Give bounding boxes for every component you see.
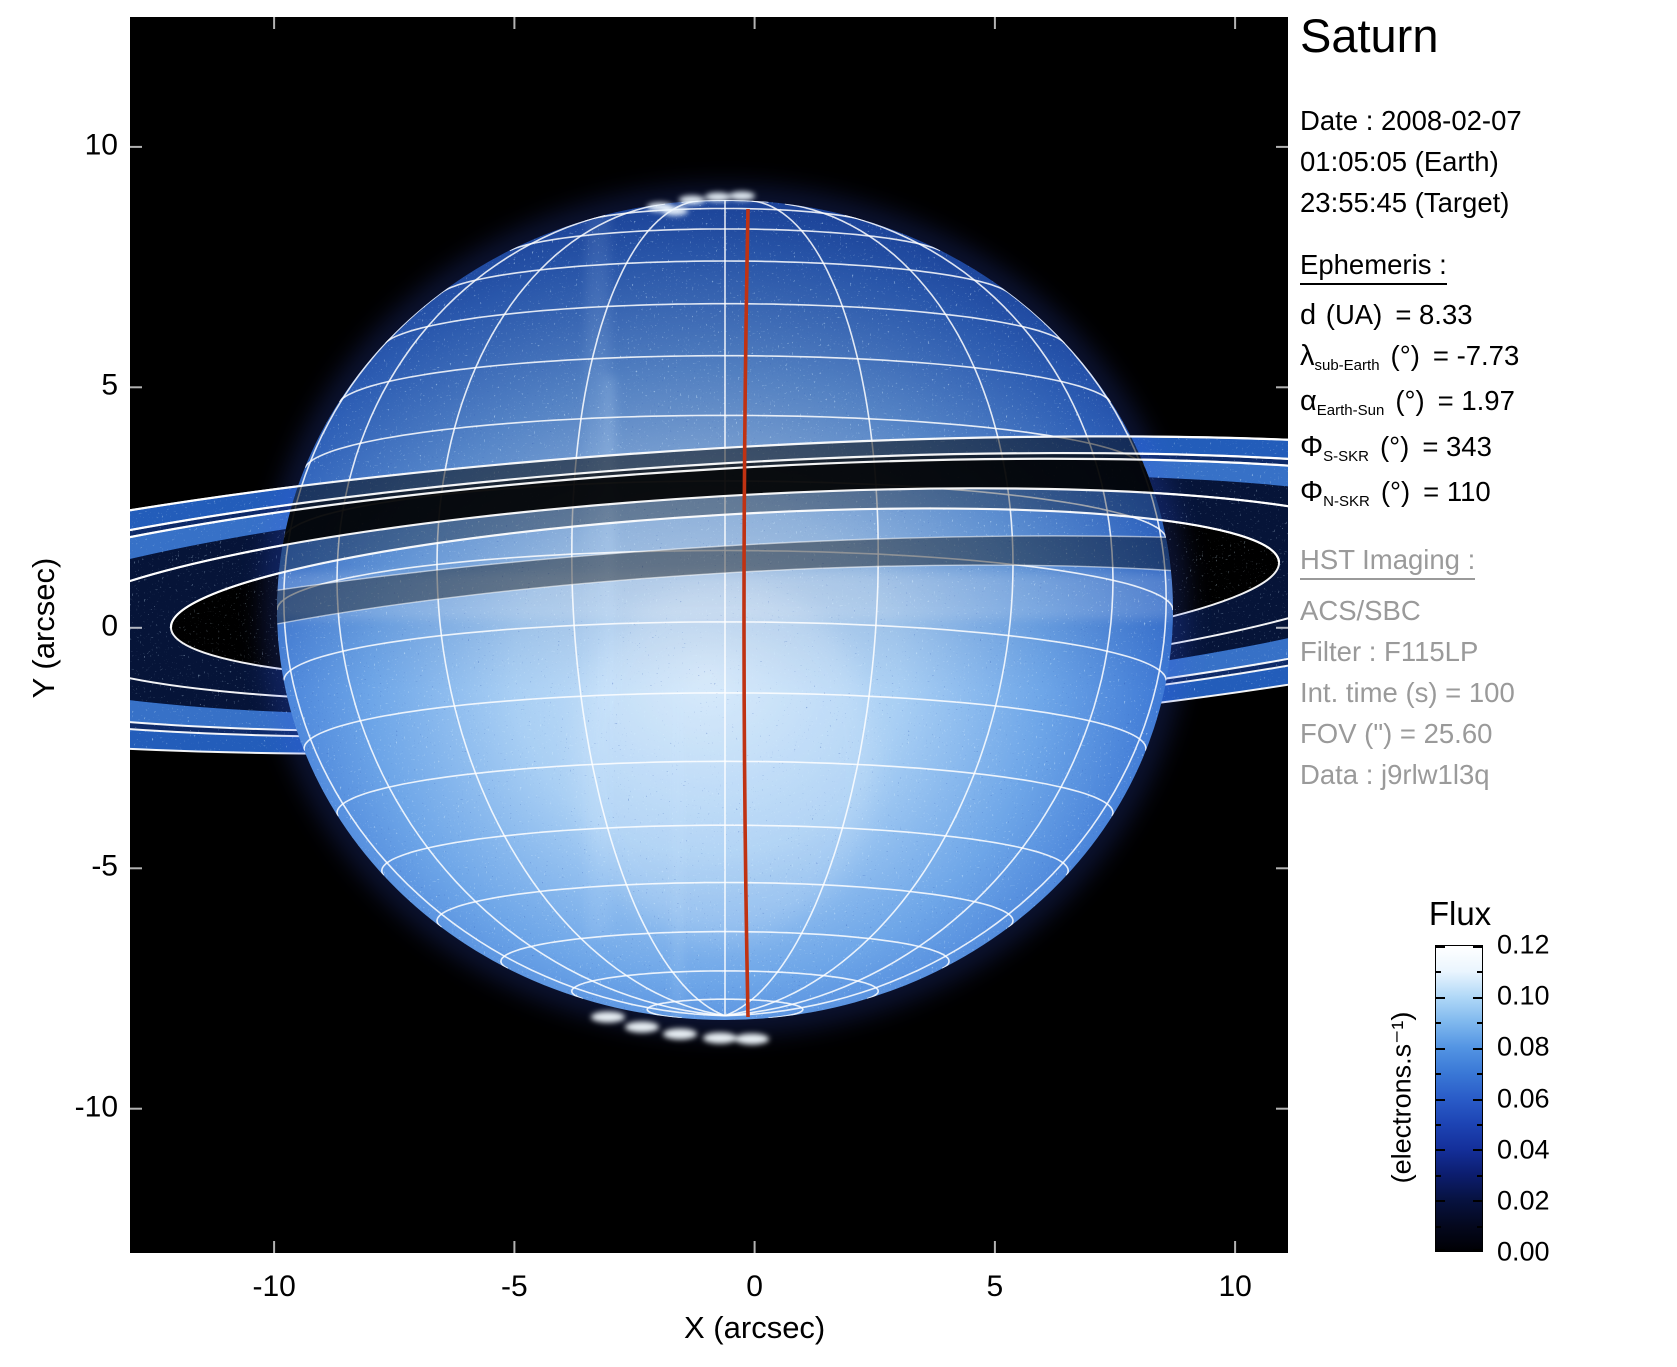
ephemeris-table: d (UA) = 8.33 λsub-Earth (°) = -7.73 αEarth-S…: [1300, 295, 1672, 518]
hst-fov: FOV (") = 25.60: [1300, 717, 1493, 749]
page-title: Saturn: [1300, 9, 1439, 62]
ephemeris-row: λsub-Earth (°) = -7.73: [1300, 339, 1520, 374]
colorbar-tick-mark: [1436, 1249, 1445, 1251]
colorbar-tick-mark: [1436, 1022, 1441, 1025]
info-panel: Saturn Date : 2008-02-07 01:05:05 (Earth…: [1300, 10, 1672, 795]
colorbar-title: Flux: [1428, 895, 1492, 932]
central-meridian-line: [742, 208, 750, 1018]
colorbar-tick-mark: [1473, 1249, 1482, 1251]
colorbar-tick-mark: [1436, 1174, 1441, 1177]
colorbar-tick-mark: [1436, 1225, 1441, 1228]
colorbar-tick-label: 0.04: [1497, 1134, 1550, 1165]
hst-integration-time: Int. time (s) = 100: [1300, 676, 1515, 708]
hst-data-id: Data : j9rlw1l3q: [1300, 758, 1490, 790]
colorbar-unit-label: (electrons.s⁻¹): [1386, 1011, 1417, 1184]
hst-imaging-heading: HST Imaging :: [1300, 544, 1476, 580]
colorbar-tick-label: 0.10: [1497, 980, 1550, 1011]
hst-filter: Filter : F115LP: [1300, 635, 1479, 667]
colorbar-tick-label: 0.02: [1497, 1185, 1550, 1216]
ephemeris-row: ΦS-SKR (°) = 343: [1300, 430, 1492, 465]
colorbar-tick-mark: [1436, 1149, 1445, 1152]
colorbar-tick-mark: [1436, 996, 1445, 999]
observation-target-time: 23:55:45 (Target): [1300, 187, 1510, 218]
colorbar-tick-mark: [1477, 971, 1482, 974]
aurora-north: [647, 191, 755, 216]
colorbar-tick-mark: [1436, 1073, 1441, 1076]
observation-date: Date : 2008-02-07: [1300, 105, 1522, 136]
y-tick-label: -10: [74, 1090, 118, 1124]
y-axis-title: Y (arcsec): [26, 557, 61, 699]
colorbar-tick-label: 0.12: [1497, 929, 1550, 960]
y-tick-label: 0: [101, 609, 118, 643]
colorbar-tick-mark: [1477, 1174, 1482, 1177]
x-tick-label: 10: [1218, 1270, 1252, 1303]
ephemeris-row: ΦN-SKR (°) = 110: [1300, 476, 1491, 510]
colorbar: [1435, 945, 1483, 1252]
hst-instrument: ACS/SBC: [1300, 594, 1421, 626]
x-tick-label: -10: [252, 1270, 296, 1303]
y-tick-label: 10: [84, 128, 118, 162]
colorbar-tick-label: 0.08: [1497, 1031, 1550, 1062]
y-tick-label: -5: [91, 849, 118, 883]
ephemeris-row: αEarth-Sun (°) = 1.97: [1300, 385, 1515, 419]
aurora-south: [591, 1011, 769, 1045]
colorbar-tick-mark: [1473, 1098, 1482, 1101]
colorbar-tick-mark: [1477, 1225, 1482, 1228]
colorbar-tick-mark: [1436, 1098, 1445, 1101]
ephemeris-row: d (UA) = 8.33: [1300, 299, 1473, 331]
colorbar-tick-mark: [1436, 1047, 1445, 1050]
observation-earth-time: 01:05:05 (Earth): [1300, 146, 1499, 177]
colorbar-tick-mark: [1477, 1073, 1482, 1076]
colorbar-tick-mark: [1436, 1200, 1445, 1203]
colorbar-tick-mark: [1436, 1123, 1441, 1126]
x-tick-label: 0: [746, 1270, 763, 1303]
ephemeris-heading: Ephemeris :: [1300, 249, 1447, 285]
colorbar-tick-mark: [1473, 946, 1482, 948]
colorbar-tick-mark: [1477, 1022, 1482, 1025]
x-tick-label: 5: [986, 1270, 1004, 1303]
x-axis-title: X (arcsec): [684, 1310, 826, 1345]
colorbar-tick-mark: [1473, 1047, 1482, 1050]
colorbar-tick-mark: [1477, 1123, 1482, 1126]
colorbar-tick-mark: [1473, 996, 1482, 999]
colorbar-tick-label: 0.06: [1497, 1083, 1550, 1113]
y-tick-label: 5: [101, 368, 118, 402]
colorbar-tick-mark: [1473, 1200, 1482, 1203]
x-tick-label: -5: [501, 1270, 528, 1303]
colorbar-tick-mark: [1436, 946, 1445, 948]
colorbar-tick-label: 0.00: [1497, 1236, 1550, 1267]
colorbar-tick-mark: [1473, 1149, 1482, 1152]
image-plot-area: [130, 17, 1288, 1253]
saturn-image: [130, 17, 1288, 1253]
colorbar-tick-mark: [1436, 971, 1441, 974]
